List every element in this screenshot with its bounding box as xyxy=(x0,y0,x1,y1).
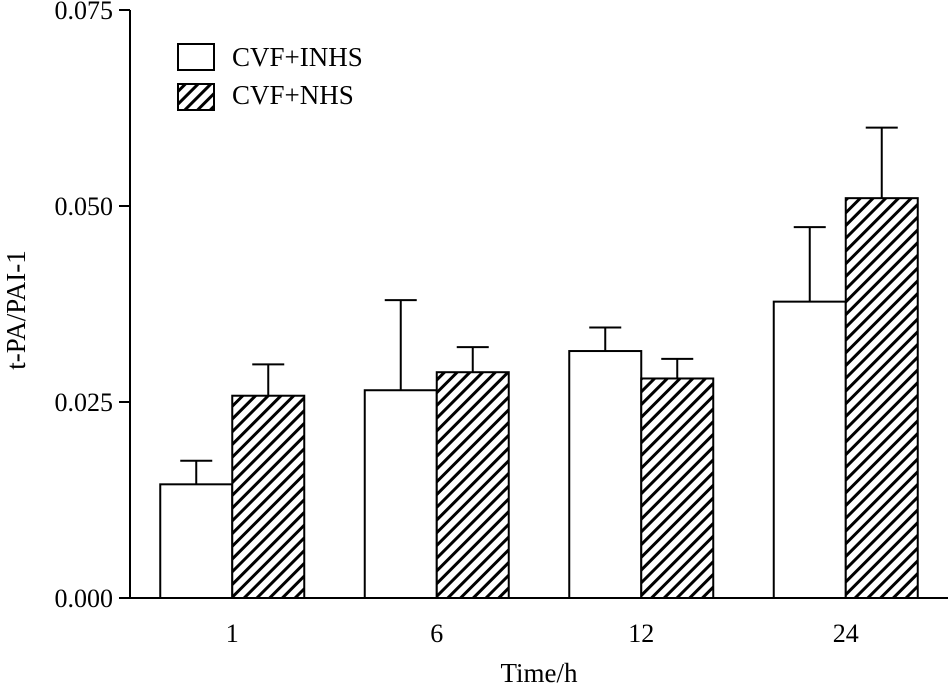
y-tick-label: 0.025 xyxy=(55,388,114,417)
x-axis-title: Time/h xyxy=(500,658,578,688)
bar-cvf-inhs-12 xyxy=(568,350,643,600)
legend-swatch-cvf-nhs xyxy=(177,83,215,111)
bar-cvf-inhs-24 xyxy=(772,300,847,599)
x-tick-label: 12 xyxy=(628,619,654,648)
bars-group xyxy=(159,126,919,600)
x-tick-label: 1 xyxy=(226,619,239,648)
bar-cvf-inhs-6 xyxy=(363,389,438,599)
x-ticks-group: 1 6 12 24 xyxy=(226,619,859,648)
bar-cvf-inhs-1 xyxy=(159,483,234,600)
plot-area: 0.000 0.025 0.050 0.075 1 6 12 24 xyxy=(55,0,948,648)
legend-label-cvf-inhs: CVF+INHS xyxy=(232,42,363,72)
y-tick-label: 0.000 xyxy=(55,584,114,613)
x-tick-label: 24 xyxy=(833,619,859,648)
x-tick-label: 6 xyxy=(430,619,443,648)
legend-swatch-cvf-inhs xyxy=(177,43,215,71)
y-ticks-group: 0.000 0.025 0.050 0.075 xyxy=(55,0,130,613)
bar-cvf-nhs-6 xyxy=(435,371,510,600)
y-tick-label: 0.075 xyxy=(55,0,114,25)
bar-cvf-nhs-12 xyxy=(640,377,715,600)
legend: CVF+INHS CVF+NHS xyxy=(177,42,363,111)
bar-cvf-nhs-24 xyxy=(844,197,919,599)
y-axis-title: t-PA/PAI-1 xyxy=(1,250,31,370)
y-tick-label: 0.050 xyxy=(55,192,114,221)
legend-label-cvf-nhs: CVF+NHS xyxy=(232,80,354,110)
bar-cvf-nhs-1 xyxy=(231,394,306,599)
